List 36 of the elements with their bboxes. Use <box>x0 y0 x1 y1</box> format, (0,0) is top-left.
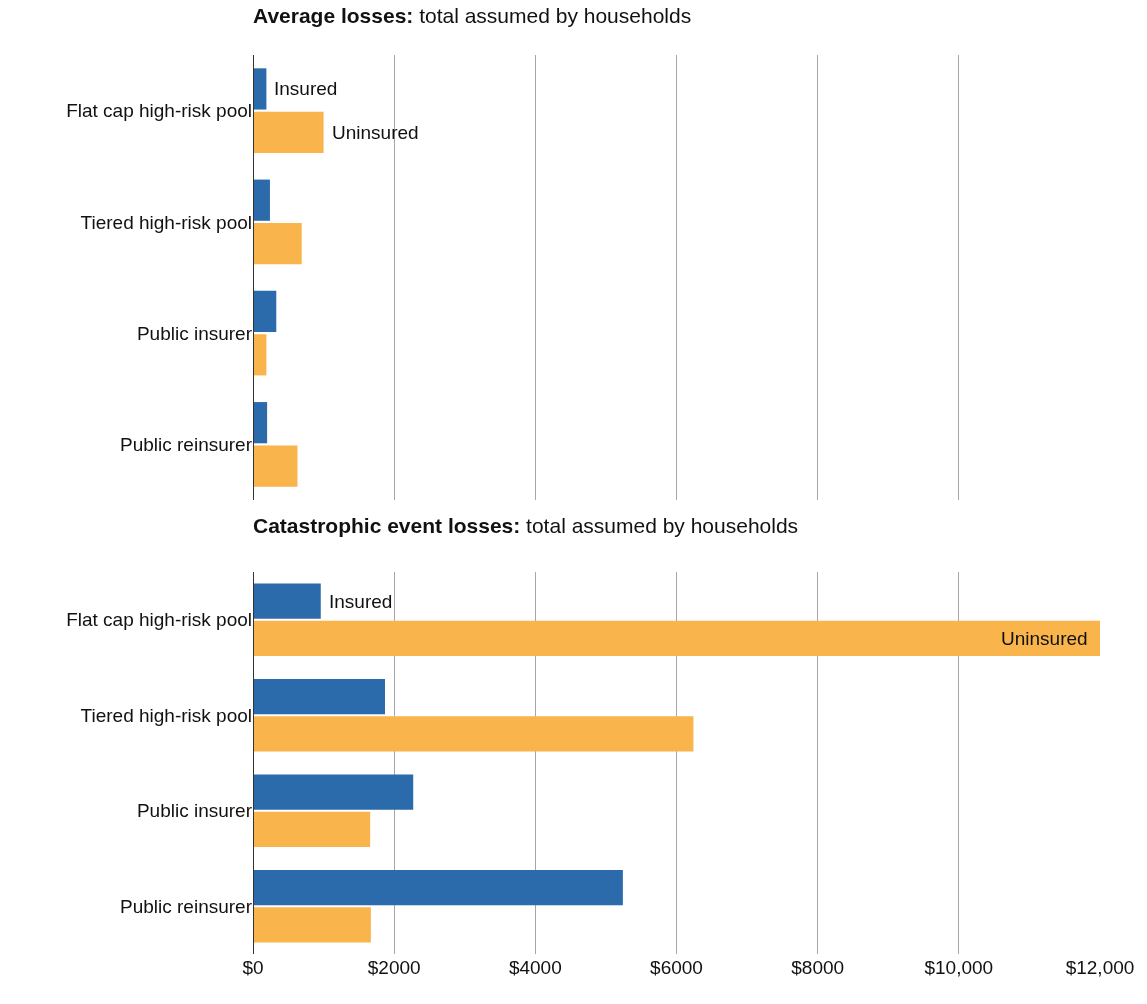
series-label: Uninsured <box>332 122 419 143</box>
bar <box>253 774 414 810</box>
y-tick-label: Flat cap high-risk pool <box>66 100 252 122</box>
bar <box>253 583 321 619</box>
y-tick-label: Flat cap high-risk pool <box>66 609 252 631</box>
x-tick-label: $8000 <box>791 957 845 978</box>
bar <box>253 678 385 715</box>
x-tick-label: $10,000 <box>924 957 994 978</box>
bar <box>253 68 267 110</box>
chart-title: Catastrophic event losses: total assumed by households <box>253 513 799 537</box>
bar <box>253 620 1100 657</box>
bar <box>253 716 694 752</box>
y-tick-label: Tiered high-risk pool <box>80 704 252 726</box>
series-label: Insured <box>329 591 393 612</box>
y-tick-label: Public insurer <box>136 322 253 344</box>
x-tick-label: $6000 <box>650 957 703 978</box>
bar <box>253 402 268 444</box>
x-tick-label: $0 <box>242 957 264 978</box>
series-label: Insured <box>274 78 338 99</box>
bar <box>253 179 270 221</box>
series-label: Uninsured <box>1001 628 1088 649</box>
y-tick-label: Tiered high-risk pool <box>80 211 252 233</box>
bar <box>253 222 302 265</box>
bar <box>253 290 277 333</box>
bar <box>253 907 371 943</box>
x-tick-label: $2000 <box>367 957 421 978</box>
y-tick-label: Public reinsurer <box>120 434 253 456</box>
y-tick-label: Public reinsurer <box>120 895 253 917</box>
x-tick-label: $12,000 <box>1065 957 1135 978</box>
bar <box>253 869 623 906</box>
y-tick-label: Public insurer <box>136 800 253 822</box>
bar <box>253 111 324 153</box>
bar <box>253 811 371 848</box>
bar <box>253 445 298 487</box>
chart-title: Average losses: total assumed by households <box>253 3 692 27</box>
x-tick-label: $4000 <box>508 957 562 978</box>
